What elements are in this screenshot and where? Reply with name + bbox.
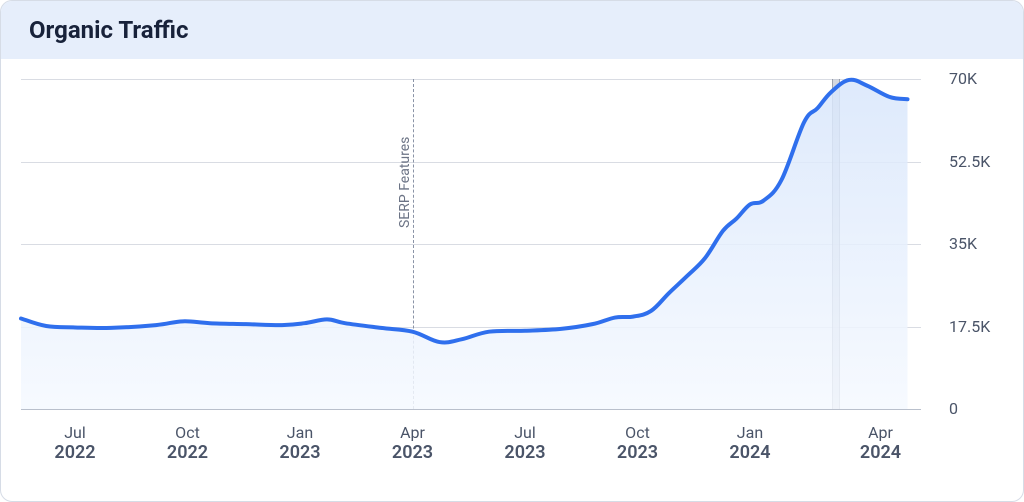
area-fill (21, 80, 908, 409)
organic-traffic-card: Organic Traffic 017.5K35K52.5K70KJul2022… (0, 0, 1024, 502)
traffic-line-chart (1, 59, 1024, 502)
card-title: Organic Traffic (29, 16, 188, 44)
chart-area: 017.5K35K52.5K70KJul2022Oct2022Jan2023Ap… (1, 59, 1024, 501)
card-header: Organic Traffic (1, 1, 1023, 59)
